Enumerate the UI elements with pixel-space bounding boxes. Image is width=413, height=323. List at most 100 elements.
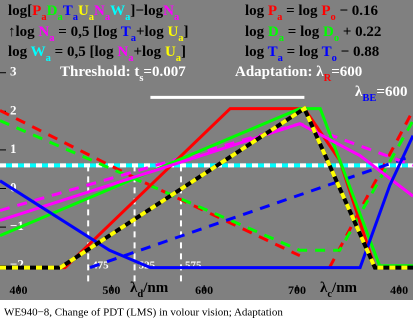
text-segment: s bbox=[139, 73, 143, 84]
header-text: log[PaDaTaUaNaWa]−logNa bbox=[8, 3, 180, 22]
series-line bbox=[89, 154, 413, 270]
series-line bbox=[0, 122, 413, 222]
text-segment: a bbox=[131, 33, 137, 44]
text-segment: − 0.16 bbox=[336, 3, 379, 19]
text-segment: /nm bbox=[331, 280, 358, 296]
text-segment: +log bbox=[133, 44, 164, 60]
text-segment: ]−log bbox=[130, 3, 163, 19]
header-text: Threshold: ts=0.007 bbox=[60, 64, 186, 83]
text-segment: BE bbox=[362, 93, 376, 104]
text-segment: U bbox=[167, 24, 178, 40]
text-segment: W bbox=[31, 44, 46, 60]
header-text: λBE=600 bbox=[355, 84, 407, 103]
text-segment: R bbox=[324, 73, 332, 84]
text-segment: = log bbox=[283, 44, 322, 60]
header-text: log Wa = 0,5 [log Na+log Ua] bbox=[8, 44, 186, 63]
text-segment: T bbox=[63, 3, 73, 19]
text-segment: N bbox=[38, 24, 49, 40]
text-segment: − 0.88 bbox=[337, 44, 379, 60]
series-line bbox=[0, 109, 413, 269]
caption: WE940−8, Change of PDT (LMS) in volour v… bbox=[4, 307, 283, 319]
text-segment: P bbox=[32, 3, 41, 19]
series-line-dash bbox=[0, 105, 413, 270]
header-text: Adaptation: λR=600 bbox=[235, 64, 362, 83]
y-tick-label: 0 bbox=[10, 179, 17, 194]
text-segment: P bbox=[321, 3, 330, 19]
x-axis-label: λd/nm bbox=[130, 280, 169, 299]
y-tick-label: 3 bbox=[10, 64, 17, 79]
text-segment: a bbox=[128, 53, 134, 64]
text-segment: D bbox=[268, 24, 279, 40]
text-segment: λ bbox=[355, 84, 363, 100]
text-segment: + 0.22 bbox=[339, 24, 381, 40]
text-segment: U bbox=[78, 3, 89, 19]
text-segment: o bbox=[330, 12, 335, 23]
text-segment: log bbox=[8, 44, 31, 60]
text-segment: ] bbox=[184, 24, 189, 40]
y-tick-label: 2 bbox=[10, 102, 17, 117]
text-segment: P bbox=[268, 3, 277, 19]
marker-label: 475 bbox=[92, 260, 109, 272]
text-segment: D bbox=[47, 3, 58, 19]
text-segment: = 0,5 [log bbox=[51, 44, 117, 60]
text-segment: a bbox=[105, 12, 111, 23]
text-segment: Threshold: t bbox=[60, 64, 139, 80]
text-segment: a bbox=[178, 33, 184, 44]
header-text: ↑log Na = 0,5 [log Ta+log Ua] bbox=[8, 24, 189, 43]
series-line bbox=[0, 134, 413, 270]
text-segment: λ bbox=[320, 280, 328, 296]
x-tick-label: 500 bbox=[102, 283, 120, 297]
header-text: log Pa = log Po − 0.16 bbox=[245, 3, 379, 22]
text-segment: T bbox=[121, 24, 131, 40]
text-segment: = log bbox=[282, 3, 321, 19]
text-segment: = log bbox=[284, 24, 323, 40]
text-segment: a bbox=[174, 12, 180, 23]
text-segment: N bbox=[163, 3, 174, 19]
x-axis-label: λc/nm bbox=[320, 280, 358, 299]
text-segment: U bbox=[165, 44, 176, 60]
text-segment: log bbox=[245, 24, 268, 40]
text-segment: /nm bbox=[142, 280, 169, 296]
text-segment: a bbox=[41, 12, 47, 23]
text-segment: a bbox=[89, 12, 95, 23]
text-segment: N bbox=[94, 3, 105, 19]
text-segment: o bbox=[334, 33, 339, 44]
text-segment: log bbox=[245, 44, 268, 60]
text-segment: D bbox=[323, 24, 334, 40]
x-tick-label: 700 bbox=[288, 283, 306, 297]
text-segment: a bbox=[279, 33, 285, 44]
text-segment: W bbox=[110, 3, 125, 19]
x-tick-label: 400 bbox=[10, 283, 28, 297]
header-text: log Da = log Do + 0.22 bbox=[245, 24, 381, 43]
text-segment: a bbox=[278, 53, 284, 64]
y-tick-label: 1 bbox=[10, 141, 17, 156]
header-text: log Ta = log To − 0.88 bbox=[245, 44, 379, 63]
text-segment: =600 bbox=[376, 84, 407, 100]
text-segment: ↑log bbox=[8, 24, 38, 40]
text-segment: a bbox=[73, 12, 79, 23]
text-segment: T bbox=[322, 44, 332, 60]
text-segment: N bbox=[117, 44, 128, 60]
text-segment: d bbox=[137, 289, 143, 300]
text-segment: ] bbox=[181, 44, 186, 60]
text-segment: log bbox=[245, 3, 268, 19]
text-segment: c bbox=[327, 289, 332, 300]
marker-label: 575 bbox=[185, 260, 202, 272]
text-segment: Adaptation: λ bbox=[235, 64, 324, 80]
text-segment: a bbox=[176, 53, 182, 64]
text-segment: a bbox=[277, 12, 283, 23]
text-segment: λ bbox=[130, 280, 138, 296]
text-segment: a bbox=[57, 12, 63, 23]
text-segment: = 0,5 [log bbox=[55, 24, 121, 40]
text-segment: T bbox=[268, 44, 278, 60]
text-segment: a bbox=[125, 12, 131, 23]
text-segment: a bbox=[46, 53, 52, 64]
text-segment: log[ bbox=[8, 3, 32, 19]
x-tick-label: 600 bbox=[195, 283, 213, 297]
text-segment: a bbox=[49, 33, 55, 44]
text-segment: o bbox=[332, 53, 337, 64]
text-segment: +log bbox=[136, 24, 167, 40]
text-segment: =600 bbox=[331, 64, 362, 80]
text-segment: =0.007 bbox=[143, 64, 186, 80]
